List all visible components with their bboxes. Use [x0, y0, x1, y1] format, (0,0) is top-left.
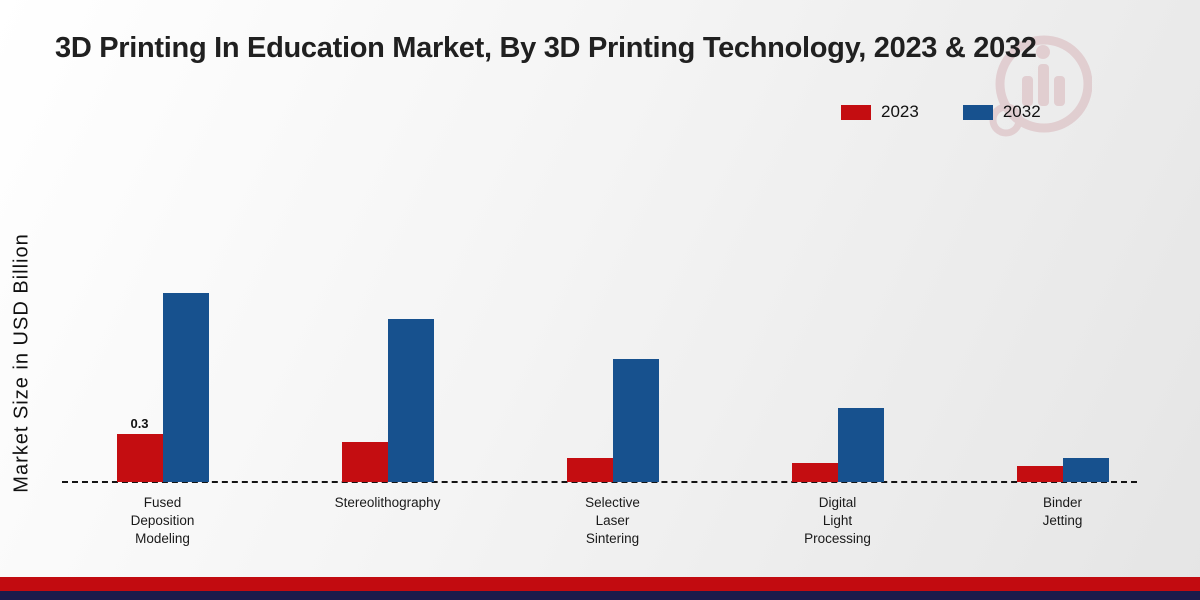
bar-2023-2 — [341, 442, 388, 482]
legend-swatch-2023 — [841, 104, 871, 120]
footer-red-strip — [0, 577, 1200, 591]
legend: 2023 2032 — [841, 102, 1041, 122]
category-label-3: Selective Laser Sintering — [585, 495, 640, 546]
bar-2032-3 — [612, 359, 659, 482]
bar-group-4: Digital Light Processing — [791, 408, 884, 546]
bar-value-label: 0.3 — [130, 416, 149, 431]
bar-2023-5 — [1016, 466, 1063, 482]
bar-group-3: Selective Laser Sintering — [566, 359, 659, 546]
category-label-1: Fused Deposition Modeling — [130, 495, 195, 546]
legend-label-2032: 2032 — [1002, 102, 1041, 121]
footer-navy-strip — [0, 591, 1200, 600]
bar-2032-2 — [387, 319, 434, 482]
plot-area: 0.3 Fused Deposition Modeling Stereolithog… — [50, 260, 1175, 546]
bar-2023-4 — [791, 463, 838, 482]
bar-group-5: Binder Jetting — [1016, 458, 1109, 528]
watermark-logo-graphic — [989, 35, 1093, 137]
legend-swatch-2032 — [962, 104, 993, 120]
watermark-logo — [980, 28, 1093, 151]
chart-title: 3D Printing In Education Market, By 3D P… — [55, 32, 1037, 64]
x-axis-baseline — [62, 481, 1137, 483]
category-label-4: Digital Light Processing — [804, 495, 871, 546]
bar-group-1: 0.3 Fused Deposition Modeling — [116, 293, 209, 546]
legend-label-2023: 2023 — [881, 102, 919, 121]
bar-2032-5 — [1062, 458, 1109, 482]
bar-2023-3 — [566, 458, 613, 482]
bar-group-2: Stereolithography — [335, 319, 440, 510]
bar-2023-1: 0.3 — [116, 416, 163, 482]
bar-2032-4 — [837, 408, 884, 482]
legend-item-2023: 2023 — [841, 102, 919, 122]
y-axis-label: Market Size in USD Billion — [10, 233, 33, 493]
category-label-2: Stereolithography — [334, 495, 441, 510]
bar-2032-1 — [162, 293, 209, 482]
legend-item-2032: 2032 — [962, 102, 1041, 122]
category-label-5: Binder Jetting — [1042, 495, 1083, 528]
